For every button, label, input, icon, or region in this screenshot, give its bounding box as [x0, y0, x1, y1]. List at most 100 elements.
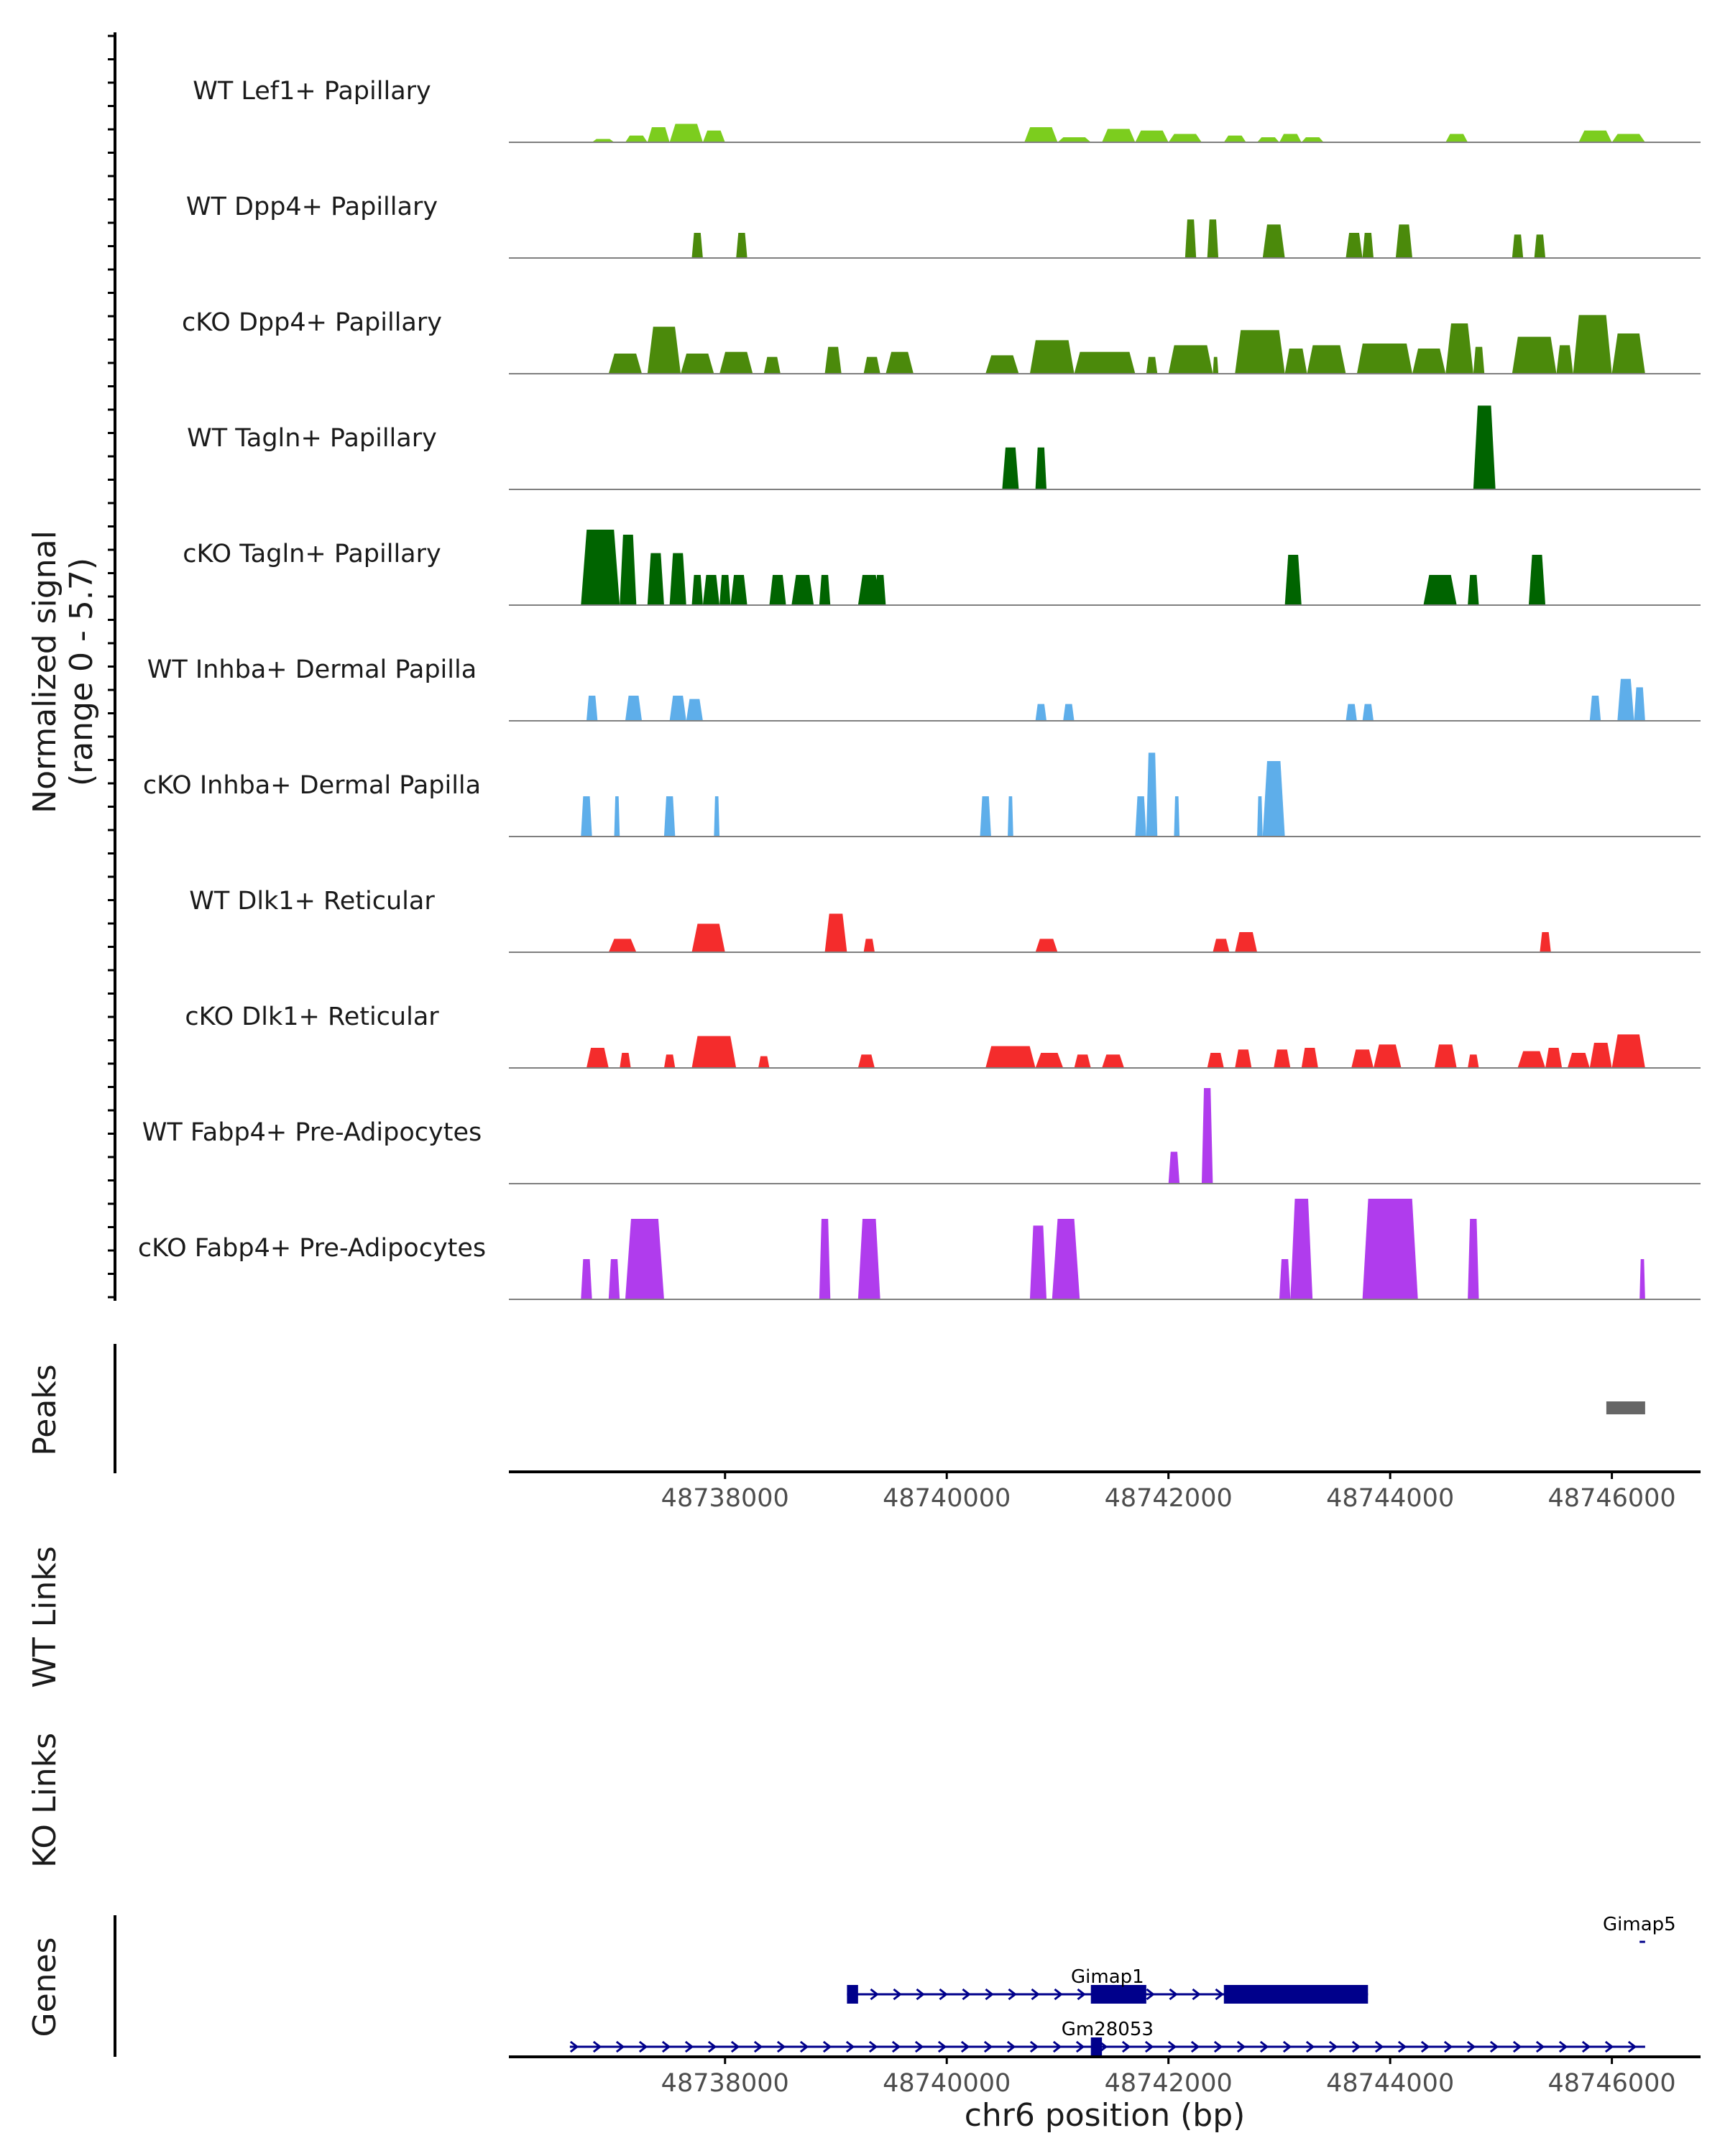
gene-strand-arrow [1008, 1988, 1017, 2001]
gene-strand-arrow [916, 1988, 925, 2001]
coverage-peak [1235, 1049, 1252, 1068]
gene-strand-arrow [638, 2040, 648, 2053]
peaks-panel: 48738000 48740000 48742000 48744000 48746000 [114, 1344, 1701, 1513]
gene-strand-arrow [914, 2040, 924, 2053]
peaks-x-tick-label: 48738000 [661, 1484, 789, 1513]
coverage-peak [1262, 761, 1285, 837]
gene-strand-arrow [939, 1988, 948, 2001]
coverage-peak [719, 575, 731, 605]
coverage-peak [1074, 351, 1136, 374]
gene-strand-arrow [1146, 1988, 1155, 2001]
coverage-peak [625, 1219, 664, 1299]
gene-exon [1090, 2037, 1103, 2056]
coverage-peak [1207, 1053, 1224, 1068]
coverage-peak [1052, 1219, 1080, 1299]
coverage-peak [1611, 134, 1645, 142]
track-label: cKO Tagln+ Papillary [183, 540, 441, 568]
coverage-peak [1362, 1199, 1418, 1299]
gene-strand-arrow [1558, 2040, 1568, 2053]
peaks-x-tick-label: 48742000 [1105, 1484, 1233, 1513]
gene-exon [1090, 1985, 1146, 2004]
coverage-peak [1213, 356, 1219, 374]
track-label: WT Dpp4+ Papillary [186, 193, 438, 221]
gene-strand-arrow [1397, 2040, 1407, 2053]
coverage-peak [1235, 932, 1258, 952]
coverage-peak [1063, 704, 1075, 721]
coverage-peak [620, 1053, 631, 1068]
gene-strand-arrow [1029, 2040, 1039, 2053]
coverage-peak [863, 939, 875, 952]
gene-strand-arrow [962, 1988, 971, 2001]
coverage-peak [1168, 345, 1213, 374]
coverage-peak [1468, 1219, 1479, 1299]
coverage-peak [758, 1056, 770, 1068]
gene-strand-arrow [661, 2040, 671, 2053]
track-label: WT Lef1+ Papillary [193, 77, 431, 106]
coverage-panel: WT Lef1+ Papillary WT Dpp4+ Papillary cKO … [108, 32, 1701, 1301]
coverage-peak [581, 530, 620, 605]
gene-exon [847, 1985, 858, 2004]
coverage-peak [663, 796, 676, 837]
coverage-peak [608, 354, 643, 374]
gene-strand-arrow [960, 2040, 970, 2053]
track-label: cKO Dlk1+ Reticular [185, 1003, 439, 1031]
coverage-peak [614, 796, 620, 837]
coverage-peak [1356, 344, 1412, 374]
coverage-peak [1168, 1151, 1180, 1184]
gene-strand-arrow [1190, 2040, 1200, 2053]
coverage-peak [1473, 346, 1485, 374]
gene-strand-arrow [822, 2040, 832, 2053]
coverage-peak [1512, 234, 1524, 258]
gene-strand-arrow [592, 2040, 602, 2053]
gene-strand-arrow [730, 2040, 740, 2053]
peaks-side-label: Peaks [27, 1364, 63, 1455]
gene-strand-arrow [891, 2040, 901, 2053]
coverage-peak [1589, 696, 1601, 721]
coverage-peak [581, 1259, 592, 1299]
gene-strand-arrow [1374, 2040, 1384, 2053]
gene-label: Gimap1 [1071, 1966, 1144, 1988]
coverage-peak [1024, 127, 1058, 142]
coverage-peak [1611, 1034, 1645, 1068]
gene-strand-arrow [1121, 2040, 1131, 2053]
gene-label: Gm28053 [1062, 2019, 1154, 2040]
coverage-peak [863, 356, 880, 374]
coverage-peak [1074, 1054, 1091, 1068]
genes-x-tick-label: 48746000 [1548, 2069, 1676, 2098]
coverage-peak [857, 1054, 875, 1068]
coverage-peak [736, 233, 748, 258]
gene-strand-arrow [1213, 2040, 1223, 2053]
coverage-peak [980, 796, 991, 837]
coverage-peak [1639, 1259, 1645, 1299]
coverage-peak [886, 351, 914, 374]
coverage-peak [1029, 340, 1075, 374]
coverage-peak [1374, 1044, 1402, 1068]
coverage-peak [1362, 704, 1374, 721]
coverage-peak [608, 1259, 620, 1299]
coverage-peak [1611, 333, 1645, 374]
coverage-peak [647, 553, 664, 605]
coverage-peak [1517, 1051, 1546, 1068]
coverage-peak [1473, 405, 1496, 489]
peaks-x-tick-label: 48740000 [883, 1484, 1011, 1513]
coverage-peak [669, 696, 686, 721]
coverage-peak [1102, 1054, 1124, 1068]
coverage-peak [1035, 704, 1047, 721]
gene-strand-arrow [753, 2040, 763, 2053]
wt-links-side-label: WT Links [27, 1546, 63, 1687]
coverage-peak [1257, 137, 1279, 142]
track-label: WT Dlk1+ Reticular [189, 887, 435, 916]
coverage-peak [874, 575, 886, 605]
x-axis-title: chr6 position (bp) [965, 2097, 1246, 2134]
coverage-peak [1257, 796, 1263, 837]
coverage-peak [647, 326, 681, 374]
gene-strand-arrow [870, 1988, 879, 2001]
coverage-peak [819, 1219, 831, 1299]
track-label: WT Tagln+ Papillary [187, 424, 437, 453]
coverage-peak [1307, 345, 1346, 374]
coverage-peak [819, 575, 831, 605]
coverage-peak [1201, 1088, 1213, 1184]
gene-strand-arrow [1192, 1988, 1201, 2001]
coverage-peak [681, 354, 714, 374]
coverage-peak [1617, 678, 1634, 721]
